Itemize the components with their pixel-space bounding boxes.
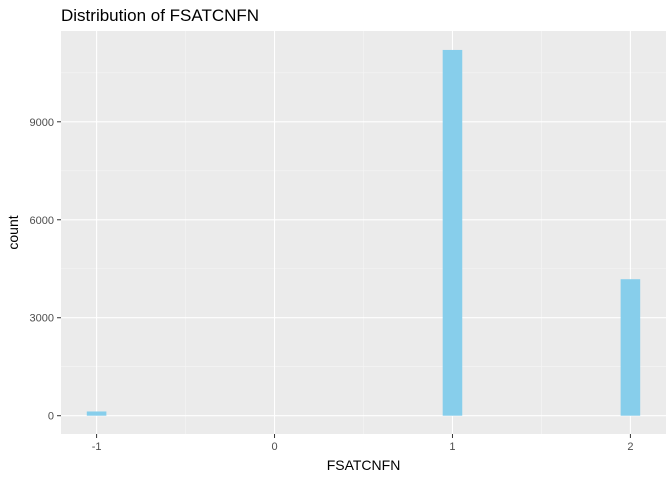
x-axis-title: FSATCNFN <box>327 457 401 473</box>
x-tick-label: 2 <box>627 441 633 453</box>
y-tick-label: 9000 <box>30 117 54 129</box>
bars <box>86 49 641 416</box>
x-tick-label: 0 <box>271 441 277 453</box>
grid-minor-lines <box>61 31 666 434</box>
x-axis-ticks: -1 0 1 2 <box>92 434 633 453</box>
chart-title: Distribution of FSATCNFN <box>61 6 259 25</box>
y-tick-label: 0 <box>48 411 54 423</box>
y-axis-ticks: 0 3000 6000 9000 <box>30 117 61 423</box>
histogram-bar <box>442 49 463 416</box>
x-tick-label: 1 <box>449 441 455 453</box>
histogram-bar <box>620 279 641 416</box>
y-tick-label: 3000 <box>30 313 54 325</box>
y-tick-label: 6000 <box>30 215 54 227</box>
y-axis-title: count <box>5 215 21 249</box>
histogram-bar <box>86 411 107 416</box>
x-tick-label: -1 <box>92 441 102 453</box>
